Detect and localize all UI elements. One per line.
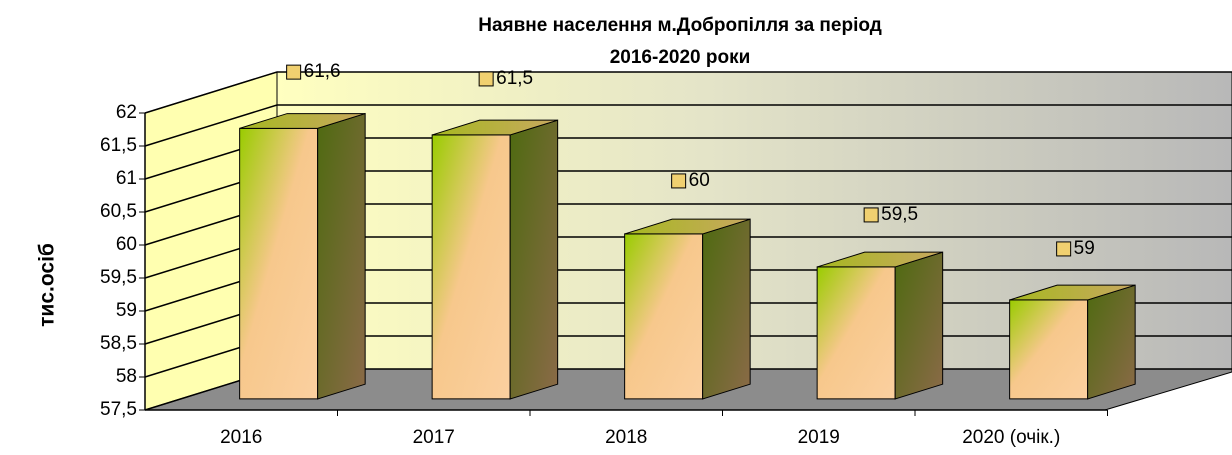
x-tick-label: 2016 — [220, 427, 262, 448]
value-label-marker — [478, 71, 494, 87]
bar-top — [624, 218, 751, 235]
y-tick-label: 60,5 — [100, 201, 137, 222]
bar-side — [894, 251, 944, 400]
value-label-marker — [671, 173, 687, 189]
bar-front — [816, 266, 896, 400]
y-tick-label: 58 — [116, 366, 137, 387]
bar-front — [1009, 299, 1089, 400]
bar-top — [1009, 284, 1136, 301]
bar-top — [816, 251, 943, 268]
bar — [624, 218, 751, 400]
value-label: 59 — [1074, 238, 1095, 259]
y-tick-label: 61,5 — [100, 135, 137, 156]
y-tick-label: 59,5 — [100, 267, 137, 288]
bar — [816, 251, 944, 400]
bar-side — [702, 218, 751, 400]
value-label: 61,5 — [496, 68, 533, 89]
bar-front — [624, 233, 704, 400]
x-tick-label: 2019 — [798, 427, 840, 448]
y-tick-label: 59 — [116, 300, 137, 321]
value-label: 60 — [689, 170, 710, 191]
bar — [1009, 284, 1136, 400]
value-label: 61,6 — [304, 61, 341, 82]
bar-top — [431, 119, 558, 136]
bar-side — [509, 119, 559, 400]
y-tick-label: 58,5 — [100, 333, 137, 354]
bar-front — [239, 127, 319, 400]
bar-side — [1087, 284, 1136, 400]
value-label: 59,5 — [881, 204, 918, 225]
bar-top — [239, 113, 366, 129]
y-tick-label: 61 — [116, 168, 137, 189]
bar — [239, 112, 366, 400]
bar — [431, 119, 559, 400]
grid-line — [144, 104, 1232, 147]
chart-title: Наявне населення м.Добропілля за період — [478, 15, 882, 36]
x-tick-label: 2020 (очік.) — [962, 427, 1060, 448]
grid-line — [144, 71, 1232, 114]
value-label-marker — [863, 207, 879, 223]
value-label-marker — [286, 64, 302, 80]
y-tick-label: 60 — [116, 234, 137, 255]
x-tick-label: 2017 — [413, 427, 455, 448]
bar-front — [431, 134, 511, 400]
y-axis-title: тис.осіб — [36, 243, 59, 327]
chart-subtitle: 2016-2020 роки — [610, 47, 751, 68]
x-tick-label: 2018 — [605, 427, 647, 448]
y-tick-label: 57,5 — [100, 399, 137, 420]
value-label-marker — [1056, 241, 1072, 257]
y-tick-label: 62 — [116, 102, 137, 123]
bar-side — [317, 112, 366, 400]
